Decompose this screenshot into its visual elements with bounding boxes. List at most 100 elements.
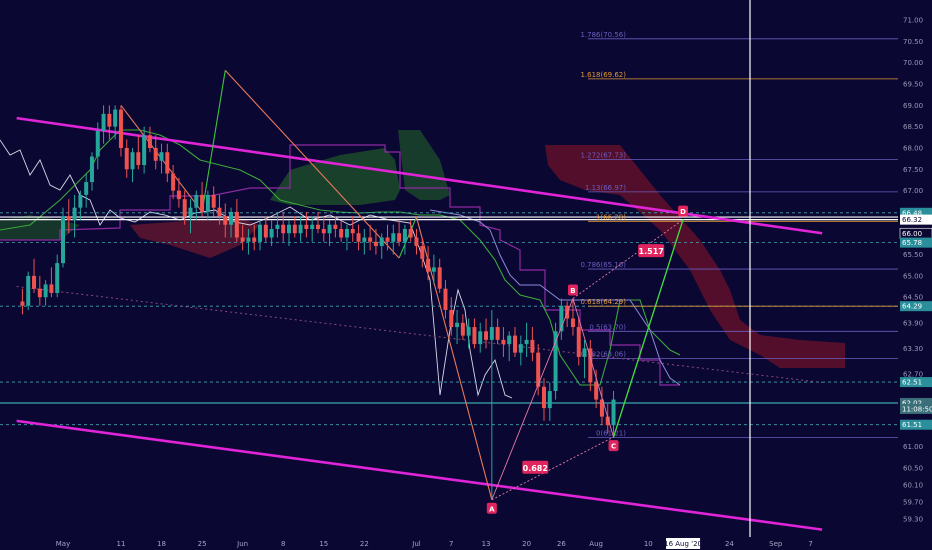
candle-57 <box>350 216 355 242</box>
candle-body <box>599 399 604 417</box>
candle-body <box>484 331 489 340</box>
y-tick-label: 68.50 <box>903 123 923 131</box>
price-tag-box-7 <box>900 403 932 414</box>
pattern-point-label-A: A <box>489 505 495 513</box>
candle-body <box>217 207 222 217</box>
candle-80 <box>484 318 489 349</box>
fib-label-7: 0.5(63.70) <box>589 323 626 331</box>
price-tag-box-6 <box>900 397 932 408</box>
y-tick-label: 65.50 <box>903 251 923 259</box>
ichimoku-cloud-red <box>130 218 260 258</box>
x-tick-label: Jul <box>411 540 421 548</box>
dotted-trend-line <box>16 286 823 383</box>
projection-line <box>612 219 684 438</box>
candle-body <box>240 237 245 242</box>
candle-87 <box>524 322 529 357</box>
candle-body <box>194 194 199 208</box>
candle-2 <box>32 258 37 293</box>
zigzag-segment-3 <box>398 216 418 259</box>
x-tick-label: Jun <box>236 540 248 548</box>
candle-body <box>379 237 384 247</box>
candle-9 <box>72 194 77 238</box>
x-tick-label: 20 <box>522 540 531 548</box>
candle-35 <box>223 203 228 238</box>
candle-66 <box>402 224 407 255</box>
candle-39 <box>246 228 251 255</box>
candle-72 <box>437 258 442 293</box>
candle-81 <box>489 310 494 500</box>
candle-54 <box>333 216 338 238</box>
x-tick-label: 25 <box>198 540 207 548</box>
fibonacci-levels: 1.786(70.56) 1.618(69.62) 1.272(67.73) 1.13… <box>580 31 898 438</box>
pattern-point-marker-C <box>608 440 619 452</box>
candle-79 <box>478 322 483 353</box>
candle-58 <box>356 224 361 251</box>
fib-label-5: 0.786(65.16) <box>580 261 626 269</box>
candle-24 <box>159 143 164 174</box>
candle-7 <box>61 207 65 268</box>
candle-body <box>524 339 529 345</box>
candle-13 <box>95 122 100 170</box>
time-axis-background <box>0 537 932 550</box>
price-tag-label-3: 65.78 <box>902 239 922 247</box>
candle-28 <box>182 190 187 225</box>
candle-body <box>495 327 500 340</box>
price-tag-box-5 <box>900 377 932 388</box>
candle-body <box>101 113 106 131</box>
candle-body <box>373 241 378 247</box>
x-tick-label: 26 <box>557 540 566 548</box>
fib-label-4: 1(66.28) <box>596 213 626 221</box>
candle-50 <box>310 216 315 242</box>
candle-46 <box>287 220 292 247</box>
candle-body <box>66 216 71 221</box>
candle-body <box>559 305 564 332</box>
candle-body <box>507 335 512 345</box>
ratio-label-1: 1.517 <box>639 247 664 256</box>
price-tag-label-8: 61.51 <box>902 421 922 429</box>
candle-body <box>26 275 31 306</box>
candle-71 <box>431 254 436 285</box>
candle-body <box>118 109 123 148</box>
candle-85 <box>513 327 518 357</box>
candle-78 <box>472 318 477 349</box>
candle-86 <box>518 335 523 366</box>
candle-body <box>518 344 523 353</box>
candle-33 <box>211 186 216 217</box>
candle-34 <box>217 194 222 225</box>
candle-body <box>570 318 575 328</box>
candle-70 <box>426 246 431 281</box>
candle-95 <box>570 298 575 336</box>
candle-body <box>95 130 100 157</box>
candle-body <box>513 335 518 353</box>
candle-19 <box>130 147 135 183</box>
candle-41 <box>258 220 263 251</box>
pattern-point-label-D: D <box>680 208 686 216</box>
candle-11 <box>84 173 89 208</box>
fib-label-9: 0(61.21) <box>596 430 626 438</box>
candle-1 <box>26 271 31 311</box>
candle-body <box>269 228 274 238</box>
price-tag-label-1: 66.32 <box>902 216 922 224</box>
harmonic-pattern: A B C D 0.682 1.517 <box>486 205 689 514</box>
candle-body <box>420 246 425 259</box>
candle-45 <box>281 211 286 242</box>
candle-59 <box>362 228 367 255</box>
candle-body <box>252 237 257 242</box>
candle-body <box>61 216 65 264</box>
y-tick-label: 63.90 <box>903 319 923 327</box>
pattern-point-marker-B <box>567 284 578 296</box>
y-tick-label: 60.50 <box>903 464 923 472</box>
candle-body <box>344 228 349 238</box>
candle-47 <box>292 216 297 238</box>
candle-body <box>258 224 263 242</box>
candle-body <box>287 224 292 234</box>
candle-20 <box>136 135 141 170</box>
candle-82 <box>495 318 500 345</box>
crosshair-date-label: 16 Aug '20 <box>664 540 702 548</box>
ratio-label-0: 0.682 <box>523 464 548 473</box>
candle-body <box>402 228 407 242</box>
candle-body <box>455 322 460 328</box>
candle-body <box>553 331 558 392</box>
